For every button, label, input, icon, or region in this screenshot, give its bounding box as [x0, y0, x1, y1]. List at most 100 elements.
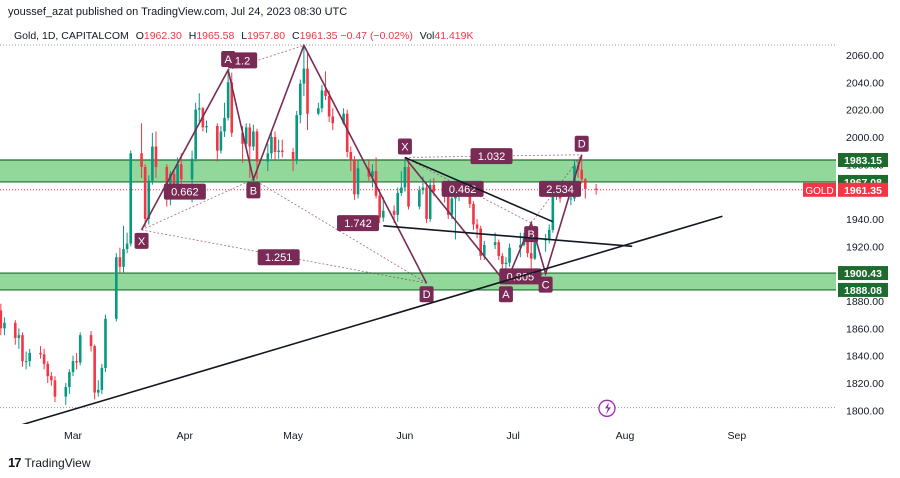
- pattern-ratio-line: [253, 178, 427, 284]
- candle-body: [324, 90, 327, 96]
- candle-body: [3, 322, 6, 329]
- candle: [226, 69, 230, 121]
- candle-body: [140, 153, 143, 168]
- candle-body: [114, 257, 118, 319]
- ratio-label-text: 1.032: [478, 151, 506, 163]
- candle-body: [497, 242, 501, 256]
- candle-body: [519, 244, 522, 248]
- ratio-label: 2.534: [539, 180, 582, 197]
- candle-body: [580, 169, 584, 180]
- time-tick-label: Jul: [506, 430, 519, 442]
- price-tick-label: 1820.00: [846, 378, 884, 390]
- pattern-point-text: D: [423, 289, 431, 301]
- candle: [17, 328, 21, 349]
- candle-body: [197, 108, 201, 110]
- candle-body: [172, 173, 176, 187]
- candle: [118, 247, 122, 274]
- symbol-tag-text: GOLD: [805, 186, 833, 197]
- ratio-label-text: 0.662: [171, 187, 199, 199]
- ratio-label-text: 0.462: [449, 184, 477, 196]
- pattern-point-box: [419, 286, 434, 303]
- candle: [216, 123, 219, 162]
- candle-body: [93, 346, 96, 393]
- candle: [205, 120, 208, 133]
- candle-body: [432, 184, 436, 192]
- candle-body: [71, 361, 75, 373]
- candle-body: [547, 229, 551, 240]
- candle: [418, 186, 421, 210]
- candle: [100, 363, 104, 394]
- pattern-point-box: [246, 182, 261, 199]
- candle: [378, 188, 381, 224]
- low-value: 1957.80: [247, 30, 286, 42]
- candle: [89, 331, 93, 352]
- candle-body: [219, 131, 223, 151]
- close-label: C: [291, 30, 300, 42]
- candle-body: [295, 115, 298, 161]
- time-tick-label: Apr: [177, 430, 194, 442]
- candle: [42, 348, 46, 370]
- candle: [508, 243, 511, 267]
- candle: [403, 158, 407, 192]
- symbol-name: Gold, 1D, CAPITALCOM: [14, 30, 129, 42]
- candle: [39, 346, 42, 359]
- event-marker: [598, 399, 616, 417]
- time-axis: Mar Apr May Jun Jul Aug Sep: [64, 430, 746, 442]
- candle-body: [594, 188, 598, 190]
- candle: [345, 109, 349, 158]
- pattern-ratio-line: [141, 178, 254, 231]
- pattern-point-label: C: [538, 276, 553, 293]
- candle: [53, 376, 57, 403]
- candle-body: [421, 187, 425, 191]
- candle: [28, 348, 32, 367]
- candle: [197, 93, 201, 122]
- candle: [381, 197, 385, 222]
- candle-body: [374, 171, 378, 196]
- candle-body: [345, 113, 349, 152]
- candle: [46, 361, 50, 383]
- candle: [125, 232, 129, 254]
- time-tick-label: May: [283, 430, 304, 442]
- price-tick-label: 1800.00: [846, 405, 884, 417]
- candle: [248, 123, 252, 178]
- candle-body: [508, 247, 511, 263]
- candle-body: [504, 262, 508, 265]
- ratio-label-box: [539, 180, 582, 197]
- candle: [219, 126, 223, 154]
- candle-body: [78, 335, 82, 363]
- candle: [475, 218, 479, 239]
- candles: [0, 45, 598, 405]
- zone-price-text: 1983.15: [844, 155, 882, 167]
- candle-body: [475, 224, 479, 229]
- candle: [580, 154, 584, 184]
- open-value: 1962.30: [143, 30, 182, 42]
- volume-label: Vol: [419, 30, 435, 42]
- candle: [306, 52, 309, 131]
- pattern-point-box: [134, 232, 149, 249]
- ratio-label: 0.662: [163, 183, 206, 200]
- candle-body: [104, 318, 107, 368]
- time-tick-label: Mar: [64, 430, 83, 442]
- candle: [151, 132, 154, 185]
- high-label: H: [188, 30, 197, 42]
- pattern-point-label: B: [246, 182, 261, 199]
- pattern-point-text: C: [300, 29, 308, 41]
- candle: [295, 110, 298, 165]
- candle-body: [255, 131, 259, 162]
- candle-body: [428, 184, 432, 219]
- candle-body: [298, 83, 302, 116]
- candle-body: [356, 168, 360, 195]
- zone-price-text: 1888.08: [844, 285, 882, 297]
- candle: [298, 79, 302, 124]
- harmonic-pattern: 0.662 1.2 1.742 1.251 X A B C D: [134, 29, 434, 303]
- ratio-label-text: 1.2: [235, 55, 250, 67]
- candle: [479, 225, 482, 260]
- close-value: 1961.35: [299, 30, 338, 42]
- candle-body: [396, 192, 400, 215]
- candle-body: [24, 361, 28, 363]
- candle: [104, 314, 107, 373]
- ratio-label: 0.462: [441, 180, 484, 197]
- zone-price-box: [838, 266, 888, 281]
- last-price-box: [838, 182, 888, 197]
